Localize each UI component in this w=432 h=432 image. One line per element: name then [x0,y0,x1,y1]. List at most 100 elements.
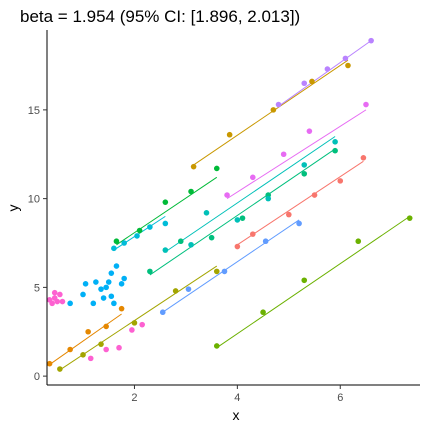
point-group-8-4 [265,195,272,202]
point-group-2-4 [118,305,125,312]
point-group-12-1 [301,80,308,87]
fit-line-group-3 [193,59,349,166]
point-group-4-3 [131,320,138,326]
fit-line-group-13 [226,109,367,200]
point-group-3-0 [190,163,197,170]
point-group-5-3 [355,238,362,245]
point-group-1-3 [311,192,318,198]
point-group-4-5 [213,268,220,275]
point-group-9-1 [121,240,127,246]
point-group-10-9 [111,300,117,307]
fit-line-group-1 [237,160,364,246]
point-group-2-0 [46,360,53,367]
point-group-5-4 [406,215,413,221]
plot-marks [46,37,413,372]
point-group-7-2 [208,234,215,241]
fit-line-group-5 [216,215,410,349]
point-group-4-0 [57,366,63,372]
point-group-7-0 [147,268,153,275]
point-group-2-1 [67,346,73,353]
point-group-13-3 [306,128,313,134]
point-group-14-9 [116,344,122,351]
x-axis-label: x [233,407,240,423]
point-group-9-2 [134,233,140,239]
point-group-9-0 [111,245,117,252]
y-tick-label-5: 5 [34,282,40,294]
point-group-8-0 [162,247,169,253]
point-group-1-4 [337,178,344,184]
y-axis-label: y [5,205,21,212]
point-group-10-2 [82,281,89,287]
point-group-10-5 [98,286,104,292]
chart-title: beta = 1.954 (95% CI: [1.896, 2.013]) [20,7,300,26]
point-group-8-1 [188,241,194,248]
point-group-9-3 [147,224,153,230]
point-group-8-6 [332,139,338,145]
point-group-14-4 [57,291,63,298]
fit-line-group-6 [116,176,218,246]
point-group-1-5 [360,155,367,161]
point-group-14-8 [103,346,109,353]
point-group-11-0 [159,309,166,316]
point-group-12-2 [324,66,331,72]
point-group-14-3 [54,298,61,305]
point-group-14-11 [139,321,145,328]
point-group-11-3 [262,238,269,245]
y-tick-label-10: 10 [28,194,40,206]
point-group-4-4 [172,288,179,294]
point-group-11-2 [221,268,228,275]
point-group-9-4 [162,220,169,227]
point-group-10-10 [113,263,120,269]
point-group-1-0 [234,243,241,250]
point-group-4-1 [80,352,86,358]
point-group-5-2 [301,277,308,284]
x-tick-label-6: 6 [337,392,343,404]
point-group-10-7 [105,279,112,285]
point-group-7-1 [177,238,184,245]
point-group-3-4 [345,62,351,69]
point-group-10-12 [121,275,127,282]
point-group-6-4 [213,165,220,172]
point-group-2-3 [103,323,109,330]
y-tick-label-0: 0 [34,371,40,383]
x-tick-label-2: 2 [131,392,137,404]
point-group-10-4 [93,279,99,285]
point-group-5-0 [213,343,220,349]
point-group-12-3 [342,55,349,62]
point-group-5-1 [260,309,266,316]
x-tick-label-4: 4 [234,392,240,404]
point-group-10-6 [103,284,109,291]
axis-ticks: 2 4 6 0 5 10 15 [28,105,344,404]
y-tick-label-15: 15 [28,105,40,117]
point-group-10-14 [108,270,115,276]
point-group-14-6 [51,289,58,296]
point-group-12-0 [275,101,282,108]
point-group-13-0 [224,192,230,198]
point-group-3-2 [270,107,277,113]
point-group-7-5 [301,170,308,177]
fit-line-group-2 [49,313,122,365]
point-group-13-4 [363,101,369,108]
point-group-7-6 [332,147,338,154]
point-group-1-2 [286,211,292,218]
point-group-6-1 [136,227,143,234]
fit-line-group-8 [165,136,336,253]
point-group-13-1 [249,174,256,181]
point-group-2-2 [85,328,91,335]
fit-line-group-7 [149,148,336,276]
point-group-10-0 [67,300,73,307]
point-group-11-4 [296,220,302,227]
point-group-14-5 [59,298,66,305]
point-group-10-11 [118,281,125,287]
point-group-14-7 [87,355,94,362]
point-group-14-1 [49,300,55,307]
fit-line-group-12 [278,40,372,107]
point-group-10-3 [90,300,97,307]
point-group-3-1 [226,131,233,138]
fit-line-group-4 [59,265,218,371]
point-group-14-10 [129,327,135,333]
point-group-4-2 [98,341,104,347]
point-group-7-3 [239,215,246,221]
point-group-6-3 [188,188,194,195]
